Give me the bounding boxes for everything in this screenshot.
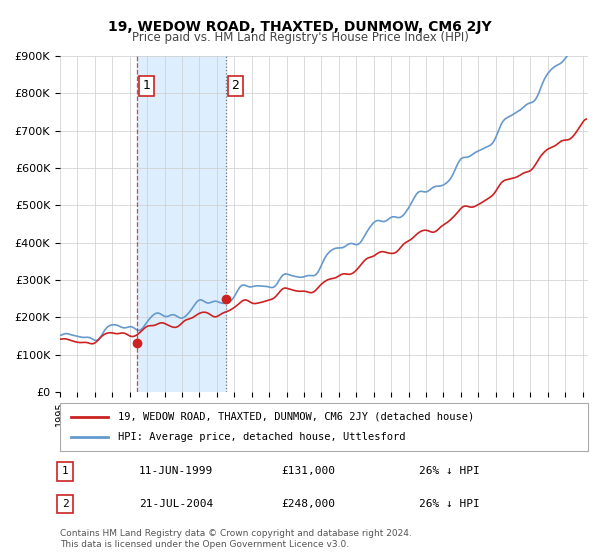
Text: 21-JUL-2004: 21-JUL-2004 [139,499,214,509]
Text: 2: 2 [62,499,68,509]
Text: £248,000: £248,000 [282,499,336,509]
Text: 26% ↓ HPI: 26% ↓ HPI [419,466,480,476]
Text: £131,000: £131,000 [282,466,336,476]
Bar [137,56,226,392]
Text: HPI: Average price, detached house, Uttlesford: HPI: Average price, detached house, Uttl… [118,432,406,442]
Text: 19, WEDOW ROAD, THAXTED, DUNMOW, CM6 2JY: 19, WEDOW ROAD, THAXTED, DUNMOW, CM6 2JY [108,20,492,34]
Text: 11-JUN-1999: 11-JUN-1999 [139,466,214,476]
Text: 26% ↓ HPI: 26% ↓ HPI [419,499,480,509]
Text: 1: 1 [62,466,68,476]
Text: 2: 2 [232,80,239,92]
Text: 1: 1 [143,80,151,92]
Text: Contains HM Land Registry data © Crown copyright and database right 2024.
This d: Contains HM Land Registry data © Crown c… [60,529,412,549]
Text: 19, WEDOW ROAD, THAXTED, DUNMOW, CM6 2JY (detached house): 19, WEDOW ROAD, THAXTED, DUNMOW, CM6 2JY… [118,412,475,422]
Text: Price paid vs. HM Land Registry's House Price Index (HPI): Price paid vs. HM Land Registry's House … [131,31,469,44]
FancyBboxPatch shape [60,403,588,451]
